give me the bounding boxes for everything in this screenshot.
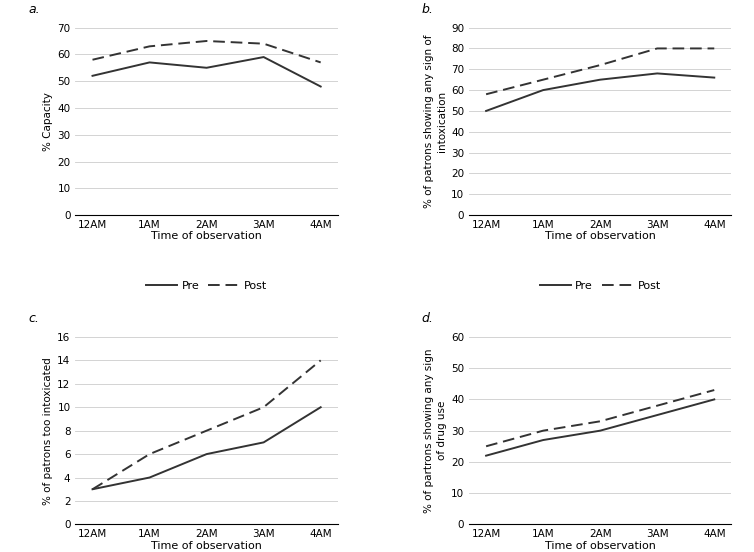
- Post: [482, 443, 491, 449]
- Pre: [202, 65, 211, 71]
- Post: [259, 404, 268, 411]
- Post: [710, 387, 719, 394]
- X-axis label: Time of observation: Time of observation: [544, 540, 656, 551]
- Text: b.: b.: [421, 3, 434, 15]
- Pre: [653, 412, 662, 418]
- Post: [596, 62, 605, 68]
- Pre: [259, 439, 268, 445]
- Post: [482, 91, 491, 98]
- Legend: Pre, Post: Pre, Post: [535, 277, 665, 296]
- Post: [88, 486, 97, 492]
- Post: [538, 427, 547, 434]
- Legend: Pre, Post: Pre, Post: [142, 277, 271, 296]
- Pre: [482, 452, 491, 459]
- Pre: [259, 54, 268, 60]
- X-axis label: Time of observation: Time of observation: [151, 540, 262, 551]
- Line: Pre: Pre: [486, 400, 714, 455]
- Line: Pre: Pre: [486, 73, 714, 111]
- Pre: [316, 83, 325, 90]
- Text: d.: d.: [421, 312, 434, 325]
- Pre: [482, 108, 491, 114]
- Pre: [538, 437, 547, 443]
- Pre: [538, 87, 547, 93]
- Post: [710, 45, 719, 52]
- X-axis label: Time of observation: Time of observation: [151, 231, 262, 241]
- Pre: [596, 76, 605, 83]
- Post: [653, 45, 662, 52]
- Pre: [202, 451, 211, 458]
- Line: Post: Post: [93, 41, 320, 62]
- Line: Post: Post: [486, 390, 714, 446]
- Line: Post: Post: [486, 49, 714, 94]
- Post: [202, 427, 211, 434]
- Y-axis label: % of patrons showing any sign of
intoxication: % of patrons showing any sign of intoxic…: [425, 35, 447, 208]
- Line: Pre: Pre: [93, 57, 320, 87]
- Post: [259, 40, 268, 47]
- Line: Pre: Pre: [93, 407, 320, 489]
- Post: [538, 76, 547, 83]
- Pre: [88, 72, 97, 79]
- Post: [653, 402, 662, 409]
- Post: [316, 59, 325, 66]
- Text: c.: c.: [28, 312, 39, 325]
- Post: [145, 451, 154, 458]
- Y-axis label: % of partrons showing any sign
of drug use: % of partrons showing any sign of drug u…: [425, 348, 447, 513]
- Post: [202, 38, 211, 44]
- Y-axis label: % of patrons too intoxicated: % of patrons too intoxicated: [43, 357, 53, 505]
- Post: [316, 357, 325, 364]
- Post: [596, 418, 605, 424]
- Pre: [653, 70, 662, 77]
- Pre: [316, 404, 325, 411]
- Post: [88, 56, 97, 63]
- Pre: [710, 75, 719, 81]
- Pre: [145, 59, 154, 66]
- Pre: [710, 396, 719, 403]
- Text: a.: a.: [28, 3, 40, 15]
- Line: Post: Post: [93, 360, 320, 489]
- Pre: [145, 474, 154, 481]
- Pre: [88, 486, 97, 492]
- X-axis label: Time of observation: Time of observation: [544, 231, 656, 241]
- Pre: [596, 427, 605, 434]
- Y-axis label: % Capacity: % Capacity: [43, 92, 54, 151]
- Post: [145, 43, 154, 50]
